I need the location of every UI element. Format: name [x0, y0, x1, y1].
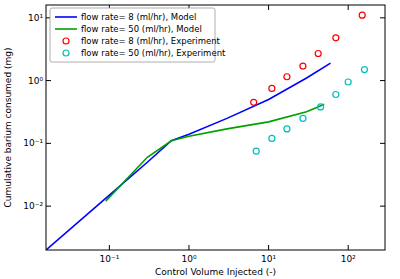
experiment-point [284, 126, 290, 132]
legend-swatch [55, 28, 77, 30]
experiment-point [284, 74, 290, 80]
x-tick [268, 5, 269, 10]
legend-label: flow rate= 8 (ml/hr), Model [81, 12, 196, 22]
x-tick [268, 245, 269, 250]
x-tick [348, 5, 349, 10]
y-tick [380, 143, 385, 144]
x-tick [109, 245, 110, 250]
y-axis-label: Cumulative barium consumed (mg) [3, 48, 13, 208]
legend-swatch [63, 38, 69, 44]
legend: flow rate= 8 (ml/hr), Model flow rate= 50… [50, 8, 226, 62]
experiment-point [253, 148, 259, 154]
x-tick-label: 10² [341, 254, 356, 264]
experiment-point [361, 67, 367, 73]
x-tick [348, 245, 349, 250]
experiment-point [300, 115, 306, 121]
experiment-point [318, 104, 324, 110]
experiment-point [269, 135, 275, 141]
x-tick-label: 10⁰ [181, 254, 196, 264]
experiment-point [333, 35, 339, 41]
x-tick-label: 10¹ [261, 254, 276, 264]
y-tick [380, 80, 385, 81]
y-tick [380, 206, 385, 207]
legend-swatch [63, 50, 69, 56]
model-line [106, 104, 325, 201]
y-tick [46, 80, 51, 81]
experiment-point [251, 99, 257, 105]
experiment-point [333, 92, 339, 98]
data-group [46, 12, 367, 250]
y-tick-label: 10¹ [28, 13, 43, 23]
legend-label: flow rate= 50 (ml/hr), Experiment [81, 48, 226, 58]
y-tick-label: 10⁰ [28, 76, 43, 86]
plot-area [46, 5, 385, 250]
y-tick [46, 143, 51, 144]
y-tick-label: 10⁻¹ [23, 138, 43, 148]
x-tick-label: 10⁻¹ [99, 254, 119, 264]
legend-swatch [55, 16, 77, 18]
experiment-point [345, 79, 351, 85]
experiment-point [315, 51, 321, 57]
x-tick [188, 245, 189, 250]
model-line [46, 63, 331, 250]
x-axis-label: Control Volume Injected (-) [155, 267, 276, 277]
y-tick-label: 10⁻² [23, 201, 43, 211]
y-tick [46, 206, 51, 207]
legend-label: flow rate= 50 (ml/hr), Model [81, 24, 202, 34]
y-tick [380, 17, 385, 18]
legend-label: flow rate= 8 (ml/hr), Experiment [81, 36, 221, 46]
chart: 10⁻¹ 10⁰ 10¹ 10² 10⁻² 10⁻¹ 10⁰ 10¹ Control Volum… [0, 0, 400, 279]
experiment-point [359, 12, 365, 18]
experiment-point [300, 63, 306, 69]
experiment-point [269, 85, 275, 91]
plot-frame [46, 5, 385, 250]
